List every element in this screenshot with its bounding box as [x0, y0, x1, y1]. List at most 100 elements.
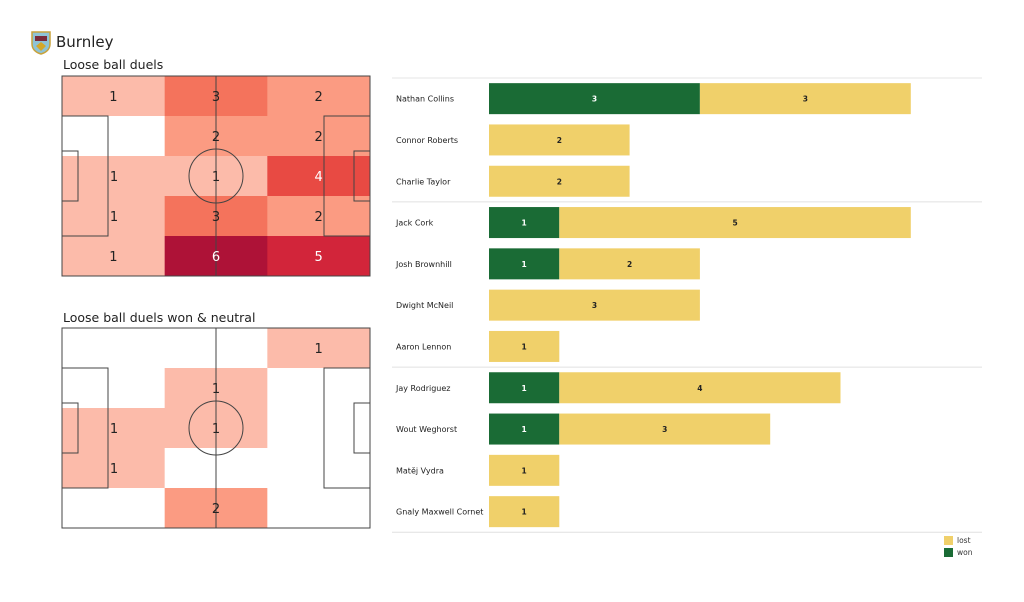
- bar-lost: [489, 454, 560, 486]
- six-yard-box-left: [61, 402, 79, 454]
- heatmap-cell: [62, 156, 166, 197]
- player-label: Gnaly Maxwell Cornet: [396, 508, 483, 517]
- player-label: Jay Rodriguez: [395, 384, 451, 393]
- heatmap-cell: [62, 488, 166, 529]
- bar-lost: [559, 207, 911, 239]
- center-circle: [188, 148, 244, 204]
- heatmap-cell: [62, 196, 166, 237]
- heatmap-value: 5: [315, 250, 323, 265]
- bar-value-lost: 1: [522, 508, 527, 517]
- six-yard-box-right: [353, 402, 371, 454]
- heatmap-value: 3: [212, 210, 220, 225]
- bar-value-lost: 1: [522, 342, 527, 351]
- bar-lost: [489, 289, 700, 321]
- team-name: Burnley: [56, 33, 114, 51]
- player-label: Nathan Collins: [396, 95, 454, 104]
- heatmap-value: 1: [212, 422, 220, 437]
- bar-won: [489, 372, 560, 404]
- heatmap-cell: [267, 328, 371, 369]
- heatmap-cell: [62, 116, 166, 157]
- heatmap-value: 2: [315, 90, 323, 105]
- bar-value-won: 1: [522, 260, 527, 269]
- heatmap-value: 4: [315, 170, 323, 185]
- heatmap-cell: [62, 448, 166, 489]
- heatmap-cell: [267, 368, 371, 409]
- bar-value-lost: 2: [627, 260, 632, 269]
- heatmap-cell: [267, 408, 371, 449]
- player-label: Jack Cork: [395, 219, 434, 228]
- heatmap-cell: [62, 236, 166, 277]
- heatmap-pitch-all: 1 3 2 2 2 1 1 4 1 3 2 1 6 5: [61, 75, 371, 277]
- player-label: Connor Roberts: [396, 136, 458, 145]
- bar-value-lost: 4: [697, 384, 702, 393]
- heatmap-cell: [62, 368, 166, 409]
- bar-value-won: 1: [522, 219, 527, 228]
- player-label: Aaron Lennon: [396, 342, 451, 351]
- bar-value-lost: 5: [732, 219, 737, 228]
- bar-value-lost: 2: [557, 136, 562, 145]
- player-label: Wout Weghorst: [396, 425, 457, 434]
- heatmap-cell: [267, 236, 371, 277]
- bar-won: [489, 248, 560, 280]
- bar-value-lost: 3: [803, 95, 808, 104]
- bar-lost: [559, 372, 841, 404]
- bar-value-won: 3: [592, 95, 597, 104]
- bar-value-lost: 2: [557, 177, 562, 186]
- bar-value-lost: 3: [592, 301, 597, 310]
- bar-lost: [489, 496, 560, 528]
- heatmap-value: 2: [212, 130, 220, 145]
- heatmap-title-all: Loose ball duels: [63, 57, 164, 72]
- heatmap-value: 1: [315, 342, 323, 357]
- heatmap-value: 2: [212, 502, 220, 517]
- bar-lost: [699, 83, 911, 115]
- bar-won: [489, 413, 560, 445]
- heatmap-value: 1: [109, 90, 117, 105]
- heatmap-value: 2: [315, 130, 323, 145]
- heatmap-cell: [62, 328, 166, 369]
- heatmap-value: 1: [110, 210, 118, 225]
- heatmap-cell: [267, 196, 371, 237]
- bar-value-lost: 3: [662, 425, 667, 434]
- bar-won: [489, 207, 560, 239]
- heatmap-cell: [267, 76, 371, 117]
- burnley-crest-icon: [31, 31, 51, 55]
- player-label: Dwight McNeil: [396, 301, 453, 310]
- bar-lost: [489, 165, 630, 197]
- heatmap-pitch-won: 1 1 1 1 1 2: [61, 327, 371, 529]
- heatmap-cell: [267, 488, 371, 529]
- heatmap-value: 1: [212, 382, 220, 397]
- heatmap-cell: [267, 156, 371, 197]
- player-label: Josh Brownhill: [395, 260, 452, 269]
- heatmap-value: 2: [315, 210, 323, 225]
- center-circle: [188, 400, 244, 456]
- bar-value-lost: 1: [522, 466, 527, 475]
- heatmap-cell: [267, 448, 371, 489]
- legend-swatch-won: [944, 548, 953, 557]
- heatmap-value: 1: [212, 170, 220, 185]
- bar-lost: [559, 413, 771, 445]
- six-yard-box-right: [353, 150, 371, 202]
- six-yard-box-left: [61, 150, 79, 202]
- player-label: Matěj Vydra: [396, 466, 444, 475]
- legend-label-lost: lost: [957, 536, 971, 545]
- heatmap-cell: [62, 408, 166, 449]
- heatmap-cell: [267, 116, 371, 157]
- heatmap-value: 6: [212, 250, 220, 265]
- legend-swatch-lost: [944, 536, 953, 545]
- player-label: Charlie Taylor: [396, 177, 451, 186]
- heatmap-value: 3: [212, 90, 220, 105]
- bar-lost: [559, 248, 700, 280]
- heatmap-title-won: Loose ball duels won & neutral: [63, 310, 256, 325]
- legend-label-won: won: [957, 548, 973, 557]
- bar-value-won: 1: [522, 425, 527, 434]
- bar-lost: [489, 124, 630, 156]
- bar-won: [489, 83, 700, 115]
- heatmap-value: 1: [110, 422, 118, 437]
- heatmap-cell: [62, 76, 166, 117]
- heatmap-value: 1: [109, 250, 117, 265]
- bar-lost: [489, 330, 560, 362]
- heatmap-value: 1: [110, 462, 118, 477]
- bar-value-won: 1: [522, 384, 527, 393]
